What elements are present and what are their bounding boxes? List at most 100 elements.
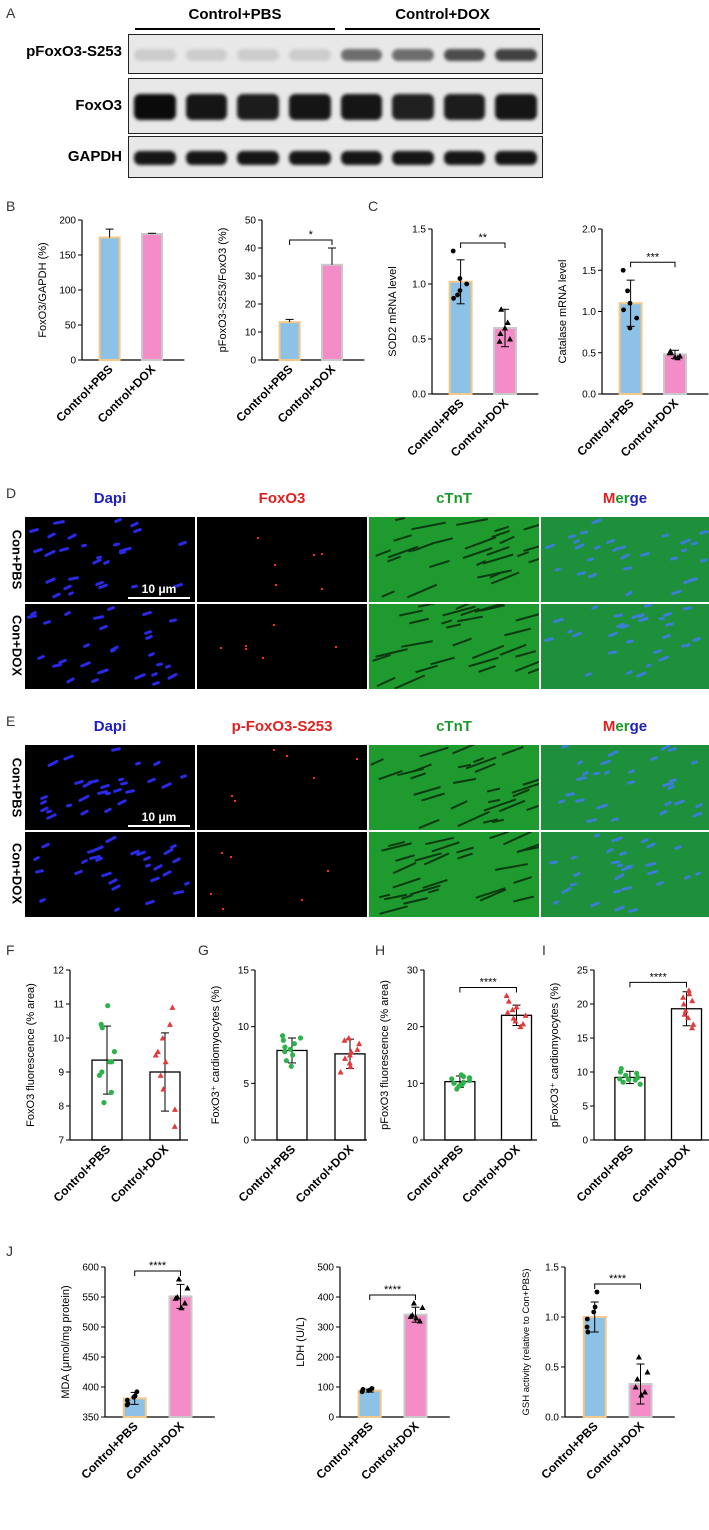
data-point (625, 288, 630, 294)
data-point (620, 1079, 626, 1085)
micro-d-tile-feature (555, 566, 563, 572)
blot-band (185, 49, 228, 61)
y-tick-label: 9 (58, 1068, 64, 1079)
blot-band (392, 49, 434, 61)
blot-band (134, 49, 176, 61)
y-tick-label: 0.0 (582, 390, 596, 401)
micro-d-tile (369, 604, 539, 689)
micro-d-tile-feature (65, 676, 75, 684)
data-point (632, 1384, 639, 1390)
micro-d-tile-feature (145, 635, 154, 641)
micro-d-tile-feature (67, 590, 75, 596)
significance-bracket (134, 1270, 181, 1276)
micro-d-tile-feature (28, 527, 40, 534)
bar (357, 1389, 382, 1419)
micro-e-tile (25, 745, 195, 830)
micro-d-tile-feature (528, 554, 539, 563)
micro-e-tile-feature (286, 754, 289, 757)
data-point (584, 1324, 590, 1330)
micro-d-tile-feature (129, 521, 140, 528)
micro-e-tile-feature (673, 798, 685, 806)
micro-d-tile-feature (155, 662, 163, 667)
micro-d-tile (197, 604, 367, 689)
micro-e-tile-feature (87, 849, 96, 855)
micro-e-tile-feature (558, 799, 567, 805)
micro-e-tile-feature (392, 877, 420, 889)
data-point (460, 1073, 467, 1080)
micro-e-tile-feature (62, 753, 75, 761)
significance-bracket (629, 981, 687, 988)
micro-e-tile-feature (80, 858, 89, 865)
y-tick-label: 25 (577, 966, 589, 977)
micro-e-tile-feature (108, 877, 119, 886)
micro-d-tile-feature (52, 592, 62, 599)
panel-label-b: B (6, 198, 16, 214)
blot-band (443, 49, 486, 61)
micro-d-tile-feature (272, 624, 275, 627)
micro-d-tile-feature (691, 541, 699, 547)
micro-e-tile-feature (301, 898, 304, 901)
significance-bracket (594, 1283, 641, 1289)
data-point (287, 1046, 293, 1052)
micro-d-tile-feature (639, 551, 650, 558)
micro-d-tile-feature (147, 651, 155, 658)
panel-label-e: E (6, 713, 16, 729)
micro-d-tile-feature (245, 648, 248, 651)
data-point (503, 992, 510, 998)
y-tick-label: 400 (82, 1383, 99, 1394)
data-point (419, 1304, 426, 1310)
micro-e-tile-feature (655, 880, 664, 887)
data-point (689, 1024, 696, 1031)
data-point (413, 1315, 420, 1321)
y-tick-label: 20 (245, 300, 257, 311)
blot-band (340, 151, 383, 165)
micro-e-tile-feature (501, 745, 524, 755)
micro-d-tile-feature (619, 544, 627, 550)
micro-d-tile-feature (273, 564, 276, 567)
blot-band (288, 94, 331, 120)
data-point (101, 1100, 107, 1106)
data-point (360, 1387, 366, 1392)
micro-d-tile-feature (68, 575, 80, 581)
data-point (282, 1049, 288, 1055)
micro-d-tile (369, 517, 539, 602)
data-point (627, 300, 633, 306)
micro-e-tile-feature (611, 836, 624, 843)
y-tick-label: 300 (317, 1323, 334, 1334)
micro-d-tile-feature (44, 576, 57, 585)
micro-e-tile-feature (73, 869, 84, 876)
micro-d-tile-feature (392, 534, 412, 542)
micro-e-tile-feature (312, 777, 315, 780)
data-point (280, 1037, 286, 1043)
data-point (496, 338, 503, 344)
micro-e-tile-feature (613, 872, 626, 881)
data-point (627, 325, 633, 331)
micro-e-header-pfoxo3: p-FoxO3-S253 (231, 718, 333, 735)
micro-d-tile-feature (381, 590, 396, 598)
micro-d-tile-feature (44, 549, 57, 558)
micro-e-tile-feature (457, 811, 491, 827)
data-point (634, 1070, 640, 1076)
micro-d-tile-feature (692, 636, 702, 643)
y-tick-label: 50 (245, 216, 257, 227)
micro-d-tile-feature (552, 617, 565, 624)
data-point (166, 1021, 173, 1027)
y-tick-label: 0.0 (545, 1413, 559, 1424)
micro-d-tile-feature (90, 677, 100, 684)
micro-d-tile-feature (428, 560, 450, 568)
y-tick-label: 350 (82, 1413, 99, 1424)
micro-e-tile-feature (451, 745, 484, 754)
micro-d-tile-feature (625, 669, 634, 676)
data-point (685, 1014, 692, 1021)
data-point (96, 1072, 103, 1078)
data-point (623, 1072, 629, 1078)
blot-band (288, 49, 331, 61)
micro-e-row-pbs: Con+PBS (9, 757, 25, 818)
micro-e-tile-feature (576, 760, 584, 766)
data-point (171, 1106, 178, 1112)
chart-pfoxo3-cardiomyocytes: 0 5 10 15 20 25 pFoxO3⁺ cardiomyocytes (%) Cont… (549, 966, 709, 1206)
y-tick-label: 0 (582, 1136, 588, 1147)
micro-d-tile-feature (275, 583, 278, 586)
y-tick-label: 10 (577, 1068, 589, 1079)
